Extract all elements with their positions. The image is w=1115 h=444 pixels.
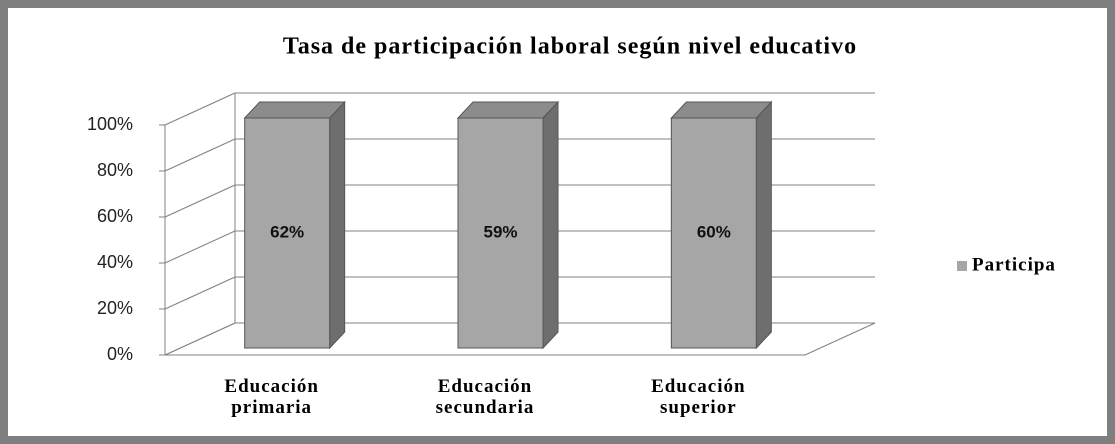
grid-line bbox=[164, 184, 236, 218]
y-tick-label: 0% bbox=[107, 344, 133, 364]
bar bbox=[670, 117, 757, 349]
y-tick-label: 100% bbox=[87, 114, 133, 134]
bar bbox=[244, 117, 331, 349]
y-tick-label: 40% bbox=[97, 252, 133, 272]
x-tick-label: Educación primaria bbox=[224, 376, 319, 418]
x-tick-label: Educación superior bbox=[651, 376, 746, 418]
y-tick-label: 80% bbox=[97, 160, 133, 180]
y-tick-label: 60% bbox=[97, 206, 133, 226]
grid-line bbox=[164, 322, 236, 356]
grid-line bbox=[164, 276, 236, 310]
side-wall bbox=[165, 93, 235, 355]
bar bbox=[457, 117, 544, 349]
legend-swatch bbox=[957, 261, 967, 271]
y-tick-label: 20% bbox=[97, 298, 133, 318]
data-label: 59% bbox=[483, 222, 517, 241]
bar-side bbox=[542, 100, 559, 350]
bar-side bbox=[755, 100, 772, 350]
grid-line bbox=[164, 92, 236, 126]
bar-top bbox=[243, 101, 346, 119]
data-label: 62% bbox=[270, 222, 304, 241]
legend-label: Participa bbox=[972, 254, 1056, 275]
bar-top bbox=[456, 101, 560, 119]
data-label: 60% bbox=[697, 222, 731, 241]
grid-line bbox=[164, 230, 236, 264]
bar-side bbox=[329, 100, 346, 350]
grid-line bbox=[164, 138, 236, 172]
chart-title: Tasa de participación laboral según nive… bbox=[283, 34, 857, 60]
x-tick-label: Educación secundaria bbox=[435, 376, 535, 418]
bar-top bbox=[670, 101, 773, 119]
